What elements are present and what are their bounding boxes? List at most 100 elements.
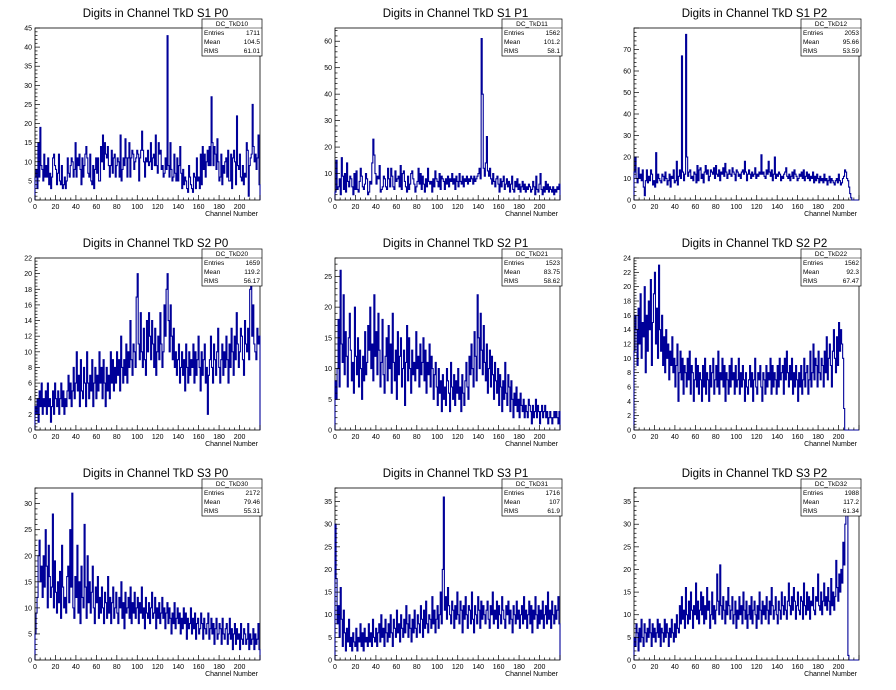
histogram-title: Digits in Channel TkD S1 P1 — [383, 8, 529, 20]
stats-label-rms: RMS — [504, 278, 519, 285]
y-tick-label: 16 — [623, 313, 631, 320]
histogram-panel-3: Digits in Channel TkD S1 P20 20 40 60 80 100 1… — [623, 8, 862, 218]
histogram-title: Digits in Channel TkD S2 P0 — [83, 238, 229, 250]
x-tick-label: 120 — [452, 664, 464, 671]
histogram-panel-6: Digits in Channel TkD S2 P20 20 40 60 80 100 1… — [623, 238, 862, 448]
y-tick-label: 25 — [623, 544, 631, 551]
y-tick-label: 14 — [24, 318, 32, 325]
histogram-line — [34, 35, 261, 200]
stats-label-rms: RMS — [803, 48, 818, 55]
y-tick-label: 18 — [623, 299, 631, 306]
x-tick-label: 20 — [352, 204, 360, 211]
stats-value-entries: 1711 — [246, 30, 260, 37]
y-tick-label: 8 — [28, 365, 32, 372]
stats-box: DC_TkD10 Entries 1711 Mean 104.5 RMS 61.01 — [201, 18, 263, 57]
stats-name: DC_TkD20 — [216, 251, 249, 258]
x-tick-label: 20 — [651, 434, 659, 441]
stats-box-frame — [800, 18, 862, 57]
histogram-title: Digits in Channel TkD S3 P1 — [383, 468, 529, 480]
x-tick-label: 40 — [671, 204, 679, 211]
y-tick-label: 0 — [328, 428, 332, 435]
y-tick-label: 25 — [24, 102, 32, 109]
x-tick-label: 80 — [712, 664, 720, 671]
x-tick-label: 120 — [152, 204, 164, 211]
x-tick-label: 40 — [671, 664, 679, 671]
y-tick-label: 0 — [328, 198, 332, 205]
x-tick-label: 100 — [730, 664, 742, 671]
y-tick-label: 20 — [324, 145, 332, 152]
stats-value-mean: 119.2 — [244, 269, 260, 276]
y-tick-label: 15 — [24, 140, 32, 147]
stats-value-rms: 53.59 — [843, 48, 860, 55]
y-tick-label: 30 — [24, 501, 32, 508]
x-tick-label: 60 — [92, 664, 100, 671]
stats-label-entries: Entries — [504, 30, 525, 37]
y-tick-label: 14 — [623, 327, 631, 334]
y-tick-label: 60 — [324, 39, 332, 46]
stats-value-entries: 1988 — [845, 490, 860, 497]
y-tick-label: 20 — [324, 305, 332, 312]
stats-value-rms: 55.31 — [244, 508, 261, 515]
x-tick-label: 80 — [712, 434, 720, 441]
x-tick-label: 200 — [534, 664, 546, 671]
x-tick-label: 180 — [812, 434, 824, 441]
y-tick-label: 15 — [324, 335, 332, 342]
y-tick-label: 35 — [623, 499, 631, 506]
x-tick-label: 180 — [213, 204, 225, 211]
histogram-panel-7: Digits in Channel TkD S3 P00 20 40 60 80 100 1… — [24, 468, 263, 678]
y-tick-label: 0 — [28, 428, 32, 435]
x-tick-label: 160 — [493, 204, 505, 211]
histogram-title: Digits in Channel TkD S1 P0 — [83, 8, 229, 20]
stats-label-entries: Entries — [803, 30, 824, 37]
x-tick-label: 40 — [372, 204, 380, 211]
stats-value-entries: 1562 — [546, 30, 561, 37]
stats-name: DC_TkD30 — [216, 481, 249, 488]
stats-label-mean: Mean — [204, 39, 221, 46]
x-tick-label: 140 — [172, 664, 184, 671]
x-tick-label: 200 — [534, 204, 546, 211]
x-tick-label: 80 — [113, 204, 121, 211]
stats-box-frame — [501, 18, 563, 57]
stats-label-entries: Entries — [504, 260, 525, 267]
y-tick-label: 0 — [28, 198, 32, 205]
x-tick-label: 0 — [632, 204, 636, 211]
stats-label-mean: Mean — [504, 499, 521, 506]
y-tick-label: 45 — [24, 26, 32, 33]
stats-name: DC_TkD22 — [815, 251, 848, 258]
stats-box: DC_TkD30 Entries 2172 Mean 79.46 RMS 55.31 — [201, 478, 263, 517]
histogram-panel-9: Digits in Channel TkD S3 P20 20 40 60 80 100 1… — [623, 468, 862, 678]
histogram-title: Digits in Channel TkD S3 P0 — [83, 468, 229, 480]
stats-value-entries: 2053 — [845, 30, 860, 37]
stats-label-rms: RMS — [204, 508, 219, 515]
x-tick-label: 20 — [651, 664, 659, 671]
stats-box: DC_TkD22 Entries 1562 Mean 92.3 RMS 67.47 — [800, 248, 862, 287]
x-tick-label: 20 — [52, 204, 60, 211]
histogram-panel-4: Digits in Channel TkD S2 P00 20 40 60 80 100 1… — [24, 238, 263, 448]
stats-label-rms: RMS — [204, 48, 219, 55]
x-tick-label: 120 — [152, 664, 164, 671]
y-tick-label: 12 — [623, 342, 631, 349]
x-tick-label: 200 — [534, 434, 546, 441]
x-axis-label: Channel Number — [804, 441, 858, 448]
y-tick-label: 8 — [627, 370, 631, 377]
histogram-title: Digits in Channel TkD S1 P2 — [682, 8, 828, 20]
y-tick-label: 10 — [623, 356, 631, 363]
stats-label-mean: Mean — [204, 269, 221, 276]
histogram-line — [633, 264, 859, 431]
x-tick-label: 0 — [632, 434, 636, 441]
y-tick-label: 4 — [28, 396, 32, 403]
y-tick-label: 25 — [324, 274, 332, 281]
x-tick-label: 160 — [792, 204, 804, 211]
y-tick-label: 10 — [324, 366, 332, 373]
y-tick-label: 24 — [623, 256, 631, 263]
stats-name: DC_TkD21 — [516, 251, 549, 258]
stats-box: DC_TkD12 Entries 2053 Mean 95.66 RMS 53.59 — [800, 18, 862, 57]
stats-box-frame — [800, 248, 862, 287]
histogram-line — [633, 487, 859, 661]
y-tick-label: 10 — [24, 605, 32, 612]
y-tick-label: 30 — [24, 83, 32, 90]
x-tick-label: 20 — [352, 434, 360, 441]
x-tick-label: 140 — [172, 434, 184, 441]
x-axis-label: Channel Number — [205, 211, 259, 218]
